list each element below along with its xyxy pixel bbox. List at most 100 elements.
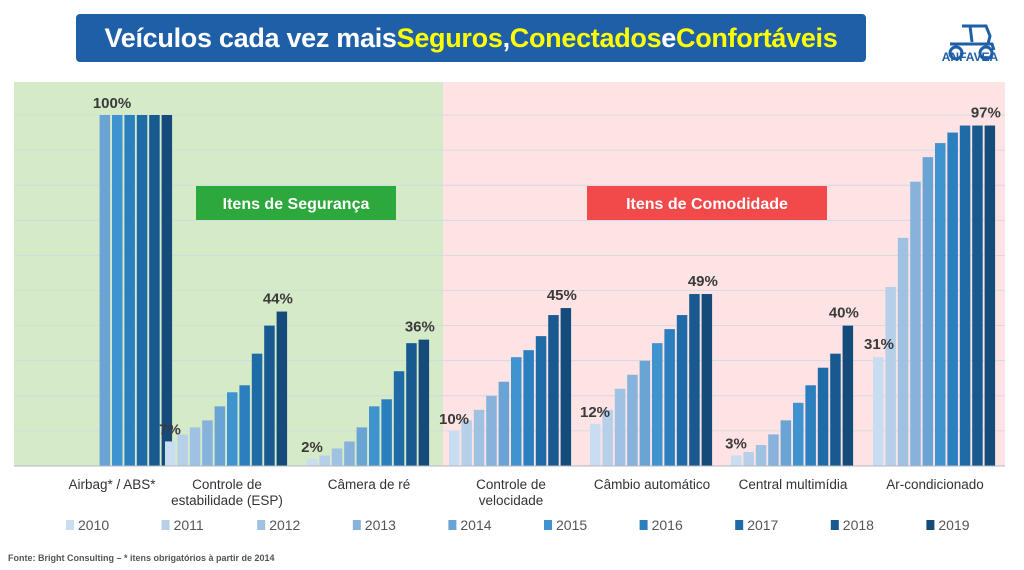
bar [614,388,626,466]
bar [189,427,201,466]
legend-label: 2010 [78,517,109,533]
bar [276,311,288,466]
bar [498,381,510,466]
legend-label: 2012 [269,517,300,533]
title-part-2: Seguros [396,22,503,53]
bar [910,181,921,466]
region-label-box [196,186,396,220]
bar [99,115,111,466]
data-label: 7% [159,421,181,438]
bar [239,385,250,466]
legend-swatch [544,520,552,530]
bar [817,367,829,466]
x-tick-label: velocidade [479,493,544,508]
bar [664,329,675,466]
data-label: 40% [829,305,859,322]
title-part-5: e [661,22,677,53]
data-label: 100% [93,95,131,112]
data-label: 44% [263,291,293,308]
bar [897,237,909,466]
region-label: Itens de Segurança [223,196,370,213]
x-tick-label: Controle de [192,477,262,492]
legend-swatch [66,520,74,530]
bar [461,420,472,466]
bar [922,157,934,466]
legend-swatch [735,520,744,530]
data-label: 36% [405,319,435,336]
bar [511,357,522,466]
bar [780,420,792,466]
bar [381,399,392,466]
x-tick-label: Câmbio automático [594,477,710,492]
data-label: 49% [688,273,718,290]
bar [177,434,188,466]
bar [627,374,638,466]
legend-swatch [352,520,361,530]
legend-swatch [639,520,648,530]
bar [227,392,238,466]
bar [743,451,754,466]
x-tick-label: Central multimídia [739,477,848,492]
title-part-4: Conectados [509,22,662,53]
bar [548,315,559,466]
bar [356,427,368,466]
title-part-6: Confortáveis [676,22,838,53]
legend-swatch [257,520,266,530]
region-label: Itens de Comodidade [626,196,788,213]
bar [830,353,841,466]
bar [202,420,213,466]
bar [676,315,688,466]
bar [755,444,767,466]
bar [590,423,601,466]
data-label: 31% [864,336,894,353]
bar [560,308,572,466]
data-label: 97% [971,105,1001,122]
bar [805,385,816,466]
data-label: 10% [439,411,469,428]
legend-swatch [830,520,839,530]
x-tick-label: Câmera de ré [328,477,411,492]
legend-label: 2015 [556,517,587,533]
legend-swatch [926,520,935,530]
bar [486,395,497,466]
legend-label: 2019 [938,517,969,533]
data-label: 12% [580,404,610,421]
bar [331,448,343,466]
legend-label: 2014 [460,517,491,533]
bar [652,343,663,466]
bar [947,132,958,467]
bar [935,143,946,466]
bar [731,455,742,466]
bar [124,115,135,466]
logo-text: ANFAVEA [941,50,999,64]
region-label-box [587,186,827,220]
bar [959,125,971,466]
bar [768,434,779,466]
title-part-3: , [502,22,511,53]
bar [264,325,275,466]
bar [873,357,884,466]
bar [369,406,380,466]
title-banner: Veículos cada vez mais Seguros , Conecta… [76,14,866,62]
tractor-icon [948,24,996,61]
bar [701,294,713,466]
bar [307,458,318,466]
bar [793,402,804,466]
legend-label: 2016 [652,517,683,533]
bar [214,406,226,466]
bar [535,336,547,466]
bar [136,115,148,466]
bar [149,115,160,466]
bar [984,125,996,466]
bar [393,371,405,466]
bar [842,325,854,466]
bar [319,455,330,466]
bar [112,115,123,466]
bar [161,115,173,466]
bar [972,125,983,466]
x-tick-label: Controle de [476,477,546,492]
bar [418,339,430,466]
data-label: 3% [725,435,747,452]
title-part-1: Veículos cada vez mais [104,22,397,53]
